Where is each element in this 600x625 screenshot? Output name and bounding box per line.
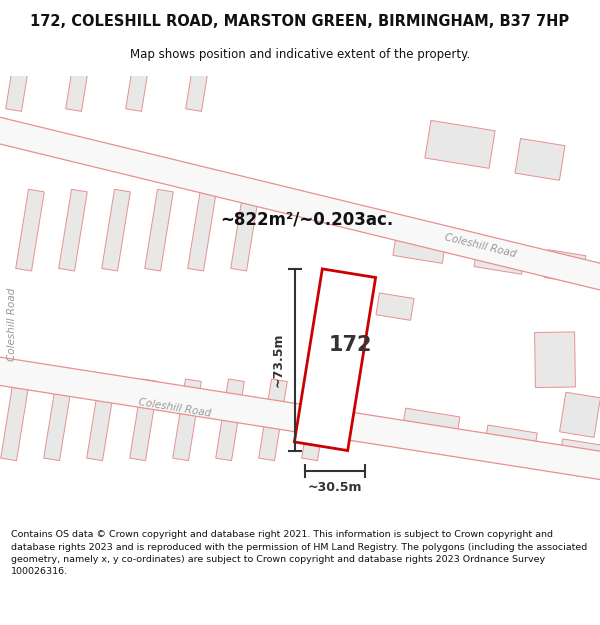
Polygon shape (6, 30, 34, 111)
Polygon shape (231, 189, 259, 271)
Polygon shape (66, 30, 94, 111)
Text: Coleshill Road: Coleshill Road (7, 288, 17, 361)
Text: ~73.5m: ~73.5m (272, 332, 285, 387)
Polygon shape (558, 439, 600, 475)
Text: ~822m²/~0.203ac.: ~822m²/~0.203ac. (220, 211, 393, 229)
Polygon shape (59, 189, 87, 271)
Polygon shape (515, 139, 565, 180)
Text: Coleshill Road: Coleshill Road (443, 232, 517, 259)
Polygon shape (102, 189, 130, 271)
Polygon shape (216, 379, 244, 461)
Polygon shape (535, 332, 575, 388)
Polygon shape (0, 116, 600, 292)
Polygon shape (44, 379, 72, 461)
Text: 172, COLESHILL ROAD, MARSTON GREEN, BIRMINGHAM, B37 7HP: 172, COLESHILL ROAD, MARSTON GREEN, BIRM… (31, 14, 569, 29)
Polygon shape (188, 189, 216, 271)
Polygon shape (173, 379, 201, 461)
Polygon shape (16, 189, 44, 271)
Polygon shape (145, 189, 173, 271)
Polygon shape (126, 30, 154, 111)
Polygon shape (0, 356, 600, 481)
Text: ~30.5m: ~30.5m (308, 481, 362, 494)
Text: Coleshill Road: Coleshill Road (138, 398, 212, 419)
Polygon shape (544, 249, 586, 284)
Polygon shape (321, 281, 359, 308)
Text: 172: 172 (328, 335, 372, 355)
Text: Contains OS data © Crown copyright and database right 2021. This information is : Contains OS data © Crown copyright and d… (11, 530, 587, 576)
Polygon shape (393, 226, 447, 263)
Polygon shape (483, 425, 537, 464)
Polygon shape (1, 379, 29, 461)
Polygon shape (186, 30, 214, 111)
Polygon shape (302, 379, 330, 461)
Polygon shape (87, 379, 115, 461)
Polygon shape (400, 408, 460, 451)
Polygon shape (425, 121, 495, 168)
Polygon shape (130, 379, 158, 461)
Text: Map shows position and indicative extent of the property.: Map shows position and indicative extent… (130, 48, 470, 61)
Polygon shape (474, 239, 526, 274)
Polygon shape (560, 392, 600, 438)
Polygon shape (259, 379, 287, 461)
Polygon shape (295, 269, 376, 451)
Polygon shape (376, 293, 414, 320)
